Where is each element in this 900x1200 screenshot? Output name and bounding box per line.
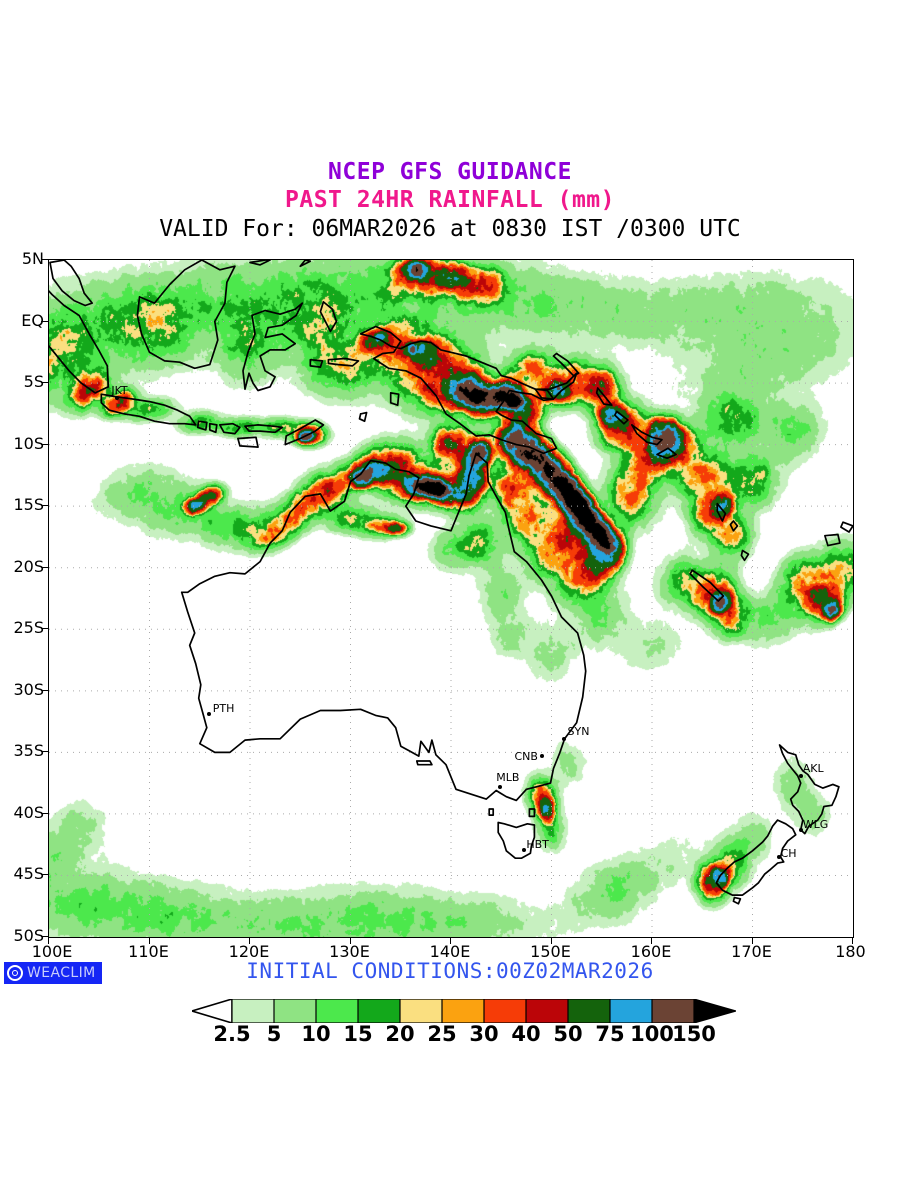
longitude-tick-label: 130E bbox=[329, 942, 370, 961]
latitude-tick-mark bbox=[41, 320, 49, 322]
longitude-tick-mark bbox=[651, 937, 652, 944]
colorbar-level-50: 50 bbox=[553, 1022, 583, 1046]
colorbar-level-100: 100 bbox=[630, 1022, 674, 1046]
weaclim-label: WEACLIM bbox=[27, 965, 96, 981]
latitude-tick-label: 5N bbox=[21, 249, 44, 268]
latitude-tick-label: 45S bbox=[13, 864, 44, 884]
latitude-tick-mark bbox=[41, 443, 49, 445]
page-title: NCEP GFS GUIDANCE bbox=[328, 159, 572, 185]
latitude-tick-mark bbox=[41, 874, 49, 876]
latitude-tick-mark bbox=[41, 382, 49, 384]
colorbar-level-150: 150 bbox=[672, 1022, 716, 1046]
longitude-tick-mark bbox=[349, 937, 351, 944]
colorbar-level-2-5: 2.5 bbox=[213, 1022, 251, 1046]
latitude-tick-mark bbox=[41, 628, 49, 630]
initial-conditions-label: INITIAL CONDITIONS:00Z02MAR2026 bbox=[246, 959, 654, 983]
chart-subtitle: PAST 24HR RAINFALL (mm) bbox=[285, 187, 615, 213]
longitude-tick-mark bbox=[450, 937, 451, 944]
longitude-tick-label: 160E bbox=[630, 942, 672, 961]
colorbar-level-20: 20 bbox=[385, 1022, 415, 1046]
latitude-tick-label: EQ bbox=[21, 310, 44, 330]
longitude-tick-mark bbox=[550, 937, 552, 944]
latitude-tick-mark bbox=[41, 936, 49, 937]
city-label-akl: AKL bbox=[802, 761, 824, 775]
colorbar-level-15: 15 bbox=[343, 1022, 373, 1046]
longitude-tick-mark bbox=[148, 937, 150, 944]
weaclim-logo[interactable]: WEACLIM bbox=[4, 962, 102, 984]
latitude-tick-label: 25S bbox=[13, 618, 44, 638]
city-label-pth: PTH bbox=[212, 702, 235, 716]
latitude-tick-mark bbox=[41, 259, 49, 260]
latitude-tick-label: 5S bbox=[23, 372, 44, 392]
latitude-tick-mark bbox=[41, 751, 49, 753]
longitude-tick-label: 120E bbox=[228, 942, 270, 961]
longitude-tick-label: 170E bbox=[731, 942, 772, 961]
latitude-tick-mark bbox=[41, 566, 49, 568]
colorbar-level-40: 40 bbox=[511, 1022, 541, 1046]
longitude-tick-label: 180 bbox=[835, 942, 866, 961]
longitude-tick-label: 150E bbox=[530, 942, 571, 961]
latitude-tick-label: 10S bbox=[13, 433, 44, 453]
longitude-tick-mark bbox=[249, 937, 250, 944]
latitude-tick-label: 40S bbox=[13, 802, 44, 822]
city-marker-syn bbox=[561, 736, 566, 741]
city-marker-pth bbox=[206, 712, 211, 717]
city-label-cnb: CNB bbox=[514, 750, 538, 764]
city-label-hbt: HBT bbox=[526, 837, 549, 851]
city-label-ch: CH bbox=[780, 846, 797, 860]
city-label-wlg: WLG bbox=[802, 817, 829, 831]
longitude-tick-label: 110E bbox=[128, 942, 169, 961]
weaclim-circle-icon bbox=[7, 965, 23, 981]
longitude-tick-label: 140E bbox=[429, 942, 471, 961]
colorbar-level-25: 25 bbox=[427, 1022, 457, 1046]
city-label-mlb: MLB bbox=[496, 770, 520, 784]
colorbar-level-5: 5 bbox=[266, 1022, 282, 1046]
latitude-tick-label: 20S bbox=[13, 556, 44, 576]
colorbar-level-10: 10 bbox=[301, 1022, 331, 1046]
longitude-tick-mark bbox=[48, 937, 49, 944]
rainfall-map: PTH SYN CNB MLB HBT JKT AKL WLG CH bbox=[48, 259, 854, 938]
city-label-syn: SYN bbox=[567, 724, 590, 738]
latitude-tick-label: 50S bbox=[13, 926, 44, 945]
colorbar-tick-labels: 2.5 5 10 15 20 25 30 40 50 75 100 150 bbox=[0, 1022, 900, 1048]
latitude-tick-label: 15S bbox=[13, 495, 44, 515]
rainfall-raster bbox=[49, 260, 853, 937]
latitude-tick-label: 35S bbox=[13, 741, 44, 761]
colorbar-level-75: 75 bbox=[595, 1022, 625, 1046]
city-label-jkt: JKT bbox=[111, 383, 128, 397]
longitude-tick-label: 100E bbox=[31, 942, 73, 961]
rainfall-colorbar bbox=[192, 999, 736, 1023]
latitude-tick-mark bbox=[41, 812, 49, 814]
chart-title-block: NCEP GFS GUIDANCE PAST 24HR RAINFALL (mm… bbox=[0, 158, 900, 244]
longitude-tick-mark bbox=[852, 937, 853, 944]
latitude-tick-mark bbox=[41, 505, 49, 507]
colorbar-level-30: 30 bbox=[469, 1022, 499, 1046]
latitude-tick-mark bbox=[41, 689, 49, 691]
valid-time-label: VALID For: 06MAR2026 at 0830 IST /0300 U… bbox=[159, 216, 741, 242]
longitude-tick-mark bbox=[751, 937, 753, 944]
latitude-tick-label: 30S bbox=[13, 679, 44, 699]
